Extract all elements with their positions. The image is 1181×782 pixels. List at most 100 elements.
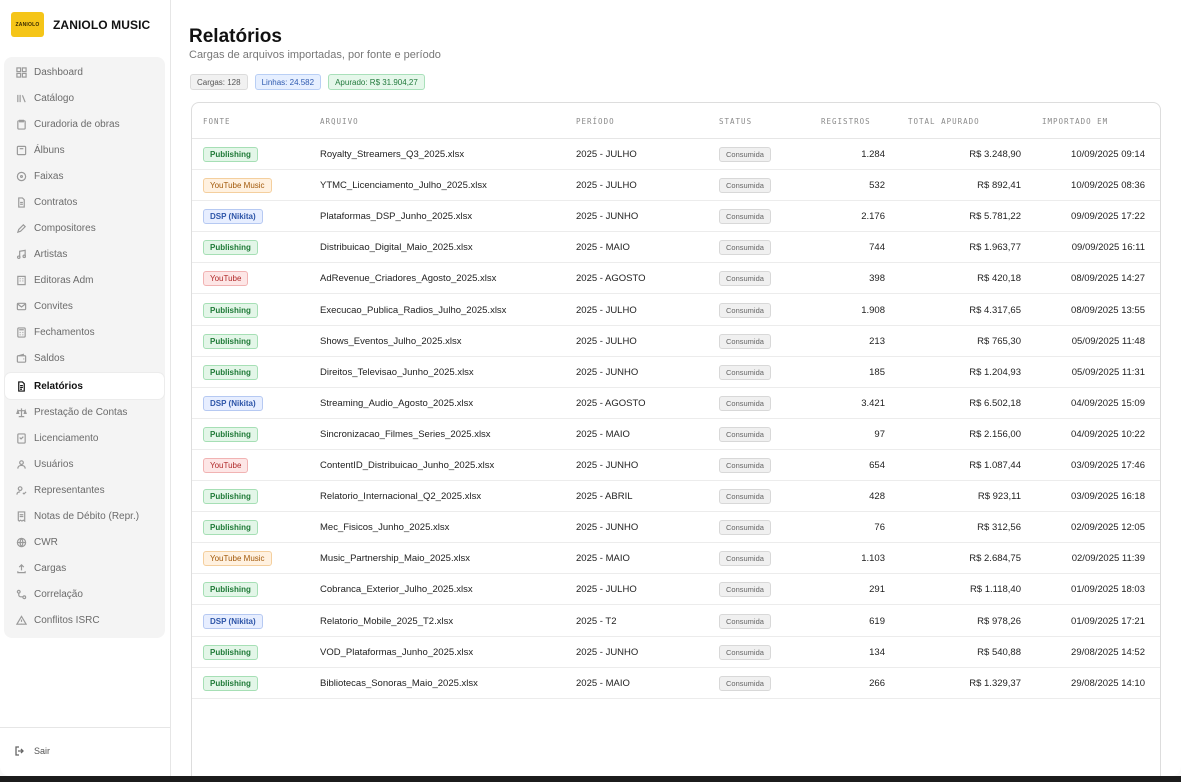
status-badge: Consumida (719, 178, 771, 194)
table-row[interactable]: DSP (Nikita) Relatorio_Mobile_2025_T2.xls… (192, 606, 1160, 637)
total-amount: R$ 2.684,75 (969, 553, 1021, 565)
table-row[interactable]: YouTube Music YTMC_Licenciamento_Julho_20… (192, 170, 1160, 202)
status-badge: Consumida (719, 458, 771, 473)
logout-icon (15, 746, 24, 756)
sidebar-item-conflitos-isrc[interactable]: Conflitos ISRC (5, 607, 164, 633)
column-header-total[interactable]: TOTAL APURADO (908, 117, 980, 126)
column-header-imported-at[interactable]: IMPORTADO EM (1042, 117, 1109, 126)
logout-button[interactable]: Sair (14, 745, 50, 757)
album-icon (15, 144, 27, 156)
imported-at: 05/09/2025 11:31 (1071, 366, 1145, 378)
sidebar-item-faixas[interactable]: Faixas (5, 163, 164, 189)
period: 2025 - AGOSTO (576, 397, 646, 409)
sidebar-item-editoras-adm[interactable]: Editoras Adm (5, 267, 164, 293)
brand-name: ZANIOLO MUSIC (53, 17, 151, 32)
table-row[interactable]: DSP (Nikita) Plataformas_DSP_Junho_2025.x… (192, 201, 1160, 233)
source-badge: Publishing (203, 302, 258, 318)
column-header-period[interactable]: PERÍODO (576, 117, 615, 126)
imported-at: 02/09/2025 12:05 (1071, 522, 1145, 534)
imported-at: 01/09/2025 18:03 (1071, 584, 1145, 596)
file-icon (15, 196, 27, 208)
table-row[interactable]: YouTube AdRevenue_Criadores_Agosto_2025.x… (192, 263, 1160, 295)
sidebar-item-label: Faixas (34, 170, 64, 182)
sidebar-item-artistas[interactable]: Artistas (5, 241, 164, 267)
sidebar-item-catalogo[interactable]: Catálogo (5, 85, 164, 111)
window-bottom-edge (0, 776, 1181, 782)
imported-at: 04/09/2025 15:09 (1071, 397, 1145, 409)
file-name: Relatorio_Internacional_Q2_2025.xlsx (320, 491, 482, 503)
sidebar-item-prestacao-de-contas[interactable]: Prestação de Contas (5, 399, 164, 425)
sidebar-item-contratos[interactable]: Contratos (5, 189, 164, 215)
sidebar-item-cwr[interactable]: CWR (5, 529, 164, 555)
total-amount: R$ 892,41 (977, 180, 1021, 192)
sidebar: ZANIOLO ZANIOLO MUSIC Dashboard Catálogo C… (0, 0, 171, 776)
source-badge: Publishing (203, 333, 258, 349)
source-badge: Publishing (203, 489, 258, 505)
sidebar-item-saldos[interactable]: Saldos (5, 345, 164, 371)
column-header-status[interactable]: STATUS (719, 117, 753, 126)
table-row[interactable]: Publishing Direitos_Televisao_Junho_2025.… (192, 357, 1160, 388)
source-badge: DSP (Nikita) (203, 613, 263, 629)
table-row[interactable]: Publishing Royalty_Streamers_Q3_2025.xlsx… (192, 139, 1160, 170)
table-row[interactable]: Publishing VOD_Plataformas_Junho_2025.xls… (192, 637, 1160, 668)
imported-at: 04/09/2025 10:22 (1071, 428, 1145, 440)
sidebar-item-cargas[interactable]: Cargas (5, 555, 164, 581)
status-badge: Consumida (719, 644, 771, 660)
table-row[interactable]: Publishing Cobranca_Exterior_Julho_2025.x… (192, 574, 1160, 606)
status-badge: Consumida (719, 489, 771, 505)
file-name: Plataformas_DSP_Junho_2025.xlsx (320, 211, 473, 223)
sidebar-item-compositores[interactable]: Compositores (5, 215, 164, 241)
sidebar-item-label: Curadoria de obras (34, 118, 120, 130)
sidebar-item-label: Compositores (34, 222, 96, 234)
sidebar-item-correlacao[interactable]: Correlação (5, 581, 164, 607)
table-row[interactable]: DSP (Nikita) Streaming_Audio_Agosto_2025.… (192, 388, 1160, 419)
table-row[interactable]: YouTube ContentID_Distribuicao_Junho_2025… (192, 450, 1160, 481)
status-badge: Consumida (719, 426, 771, 442)
license-icon (15, 432, 27, 444)
sidebar-item-albuns[interactable]: Álbuns (5, 137, 164, 163)
total-amount: R$ 2.156,00 (969, 428, 1021, 440)
imported-at: 10/09/2025 09:14 (1071, 149, 1145, 160)
sidebar-item-curadoria-de-obras[interactable]: Curadoria de obras (5, 111, 164, 137)
sidebar-item-relatorios[interactable]: Relatórios (5, 373, 164, 399)
imported-at: 05/09/2025 11:48 (1071, 335, 1145, 347)
file-name: YTMC_Licenciamento_Julho_2025.xlsx (320, 180, 487, 192)
sidebar-item-usuarios[interactable]: Usuários (5, 451, 164, 477)
sidebar-item-dashboard[interactable]: Dashboard (5, 59, 164, 85)
table-row[interactable]: Publishing Relatorio_Internacional_Q2_202… (192, 481, 1160, 513)
source-badge: Publishing (203, 582, 258, 598)
imported-at: 08/09/2025 13:55 (1071, 304, 1145, 316)
sidebar-item-licenciamento[interactable]: Licenciamento (5, 425, 164, 451)
table-row[interactable]: Publishing Sincronizacao_Filmes_Series_20… (192, 419, 1160, 450)
users-icon (15, 458, 27, 470)
table-row[interactable]: Publishing Execucao_Publica_Radios_Julho_… (192, 295, 1160, 326)
period: 2025 - JULHO (576, 149, 637, 160)
file-name: Mec_Fisicos_Junho_2025.xlsx (320, 522, 450, 534)
total-amount: R$ 923,11 (977, 491, 1021, 503)
sidebar-item-notas-de-debito-repr[interactable]: Notas de Débito (Repr.) (5, 503, 164, 529)
column-header-source[interactable]: FONTE (203, 117, 231, 126)
sidebar-item-representantes[interactable]: Representantes (5, 477, 164, 503)
sidebar-item-convites[interactable]: Convites (5, 293, 164, 319)
table-row[interactable]: Publishing Bibliotecas_Sonoras_Maio_2025.… (192, 668, 1160, 699)
records-count: 291 (869, 584, 885, 596)
brand-logo: ZANIOLO (11, 12, 44, 37)
table-row[interactable]: Publishing Mec_Fisicos_Junho_2025.xlsx 202… (192, 512, 1160, 544)
alert-icon (15, 614, 27, 626)
status-badge: Consumida (719, 240, 771, 256)
scale-icon (15, 406, 27, 418)
source-badge: Publishing (203, 240, 258, 256)
imported-at: 03/09/2025 17:46 (1071, 460, 1145, 471)
sidebar-item-fechamentos[interactable]: Fechamentos (5, 319, 164, 345)
sidebar-item-label: Notas de Débito (Repr.) (34, 510, 140, 522)
column-header-records[interactable]: REGISTROS (821, 117, 871, 126)
table-row[interactable]: Publishing Distribuicao_Digital_Maio_2025… (192, 232, 1160, 264)
column-header-file[interactable]: ARQUIVO (320, 117, 359, 126)
total-amount: R$ 6.502,18 (969, 397, 1021, 409)
brand[interactable]: ZANIOLO ZANIOLO MUSIC (11, 12, 150, 37)
table-row[interactable]: YouTube Music Music_Partnership_Maio_2025… (192, 543, 1160, 575)
status-badge: Consumida (719, 551, 771, 567)
source-badge: DSP (Nikita) (203, 209, 263, 225)
table-row[interactable]: Publishing Shows_Eventos_Julho_2025.xlsx 2… (192, 326, 1160, 357)
total-amount: R$ 3.248,90 (969, 149, 1021, 160)
